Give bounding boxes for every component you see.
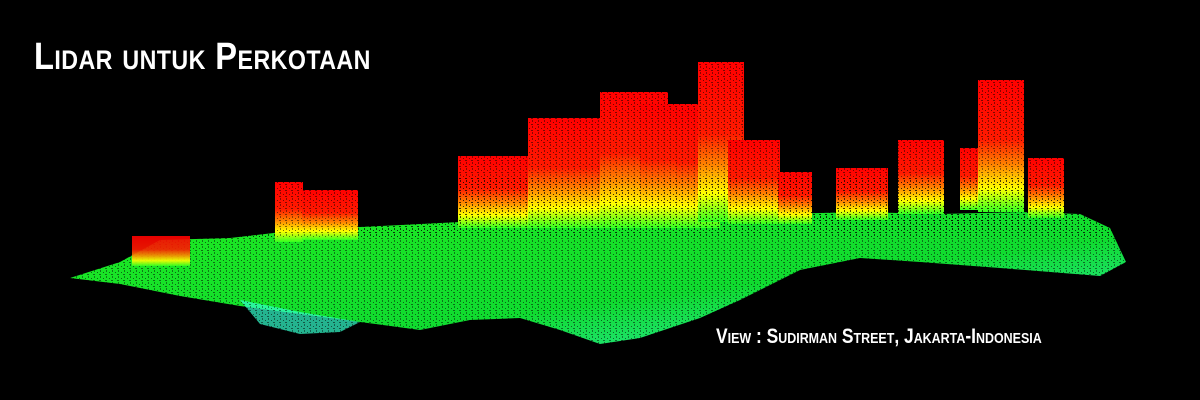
view-location-caption: View : Sudirman Street, Jakarta-Indonesi… bbox=[716, 325, 1042, 348]
buildings-cloud bbox=[132, 60, 1140, 266]
banner-title: Lidar untuk Perkotaan bbox=[34, 36, 371, 78]
